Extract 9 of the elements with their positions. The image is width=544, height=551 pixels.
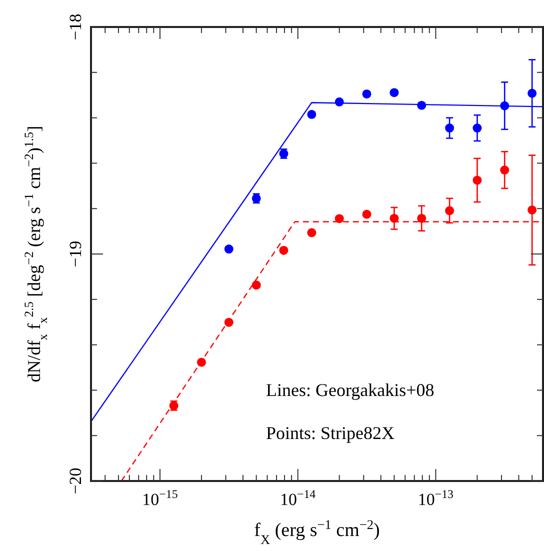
y-tick-label: −19 [66,240,85,268]
x-tick-label: 10$^{−14}$ [280,487,316,509]
y-tick-label: −18 [66,14,85,40]
annotation: Lines: Georgakakis+08 [266,380,434,400]
x-tick-label: 10$^{−13}$ [418,487,454,509]
y-tick-label: −20 [66,468,85,494]
annotation: Points: Stripe82X [266,423,395,443]
x-tick-label: 10$^{−15}$ [142,487,178,509]
x-axis-title: f$_{X}$ (erg s$^{−1}$ cm$^{−2}$) [254,516,380,546]
